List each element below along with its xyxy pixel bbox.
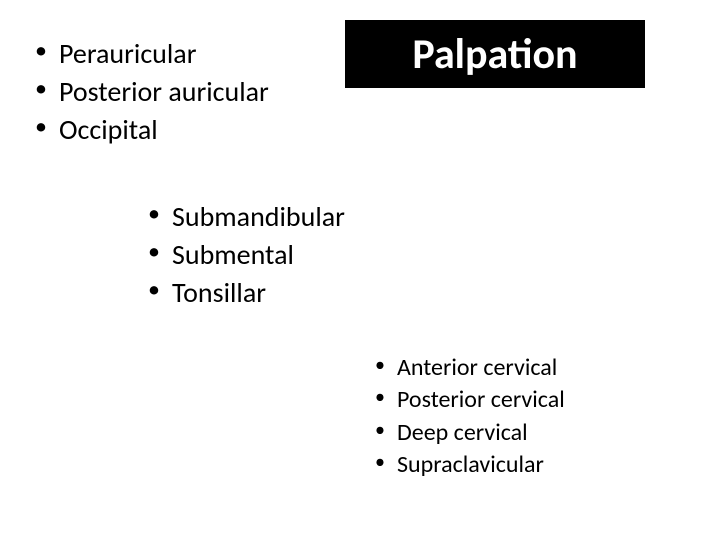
list-item: Submandibular xyxy=(148,198,345,236)
list-item: Tonsillar xyxy=(148,274,345,312)
list-item: Occipital xyxy=(35,111,269,149)
list-item: Posterior auricular xyxy=(35,73,269,111)
title-box: Palpation xyxy=(345,20,645,88)
list-item: Anterior cervical xyxy=(375,352,565,384)
list-group-bottom: Anterior cervical Posterior cervical Dee… xyxy=(375,352,565,482)
slide-title: Palpation xyxy=(412,29,577,80)
list-group-middle: Submandibular Submental Tonsillar xyxy=(148,198,345,311)
list-item: Deep cervical xyxy=(375,417,565,449)
list-group-top: Perauricular Posterior auricular Occipit… xyxy=(35,35,269,148)
list-item: Perauricular xyxy=(35,35,269,73)
list-item: Submental xyxy=(148,236,345,274)
list-item: Supraclavicular xyxy=(375,449,565,481)
list-item: Posterior cervical xyxy=(375,384,565,416)
